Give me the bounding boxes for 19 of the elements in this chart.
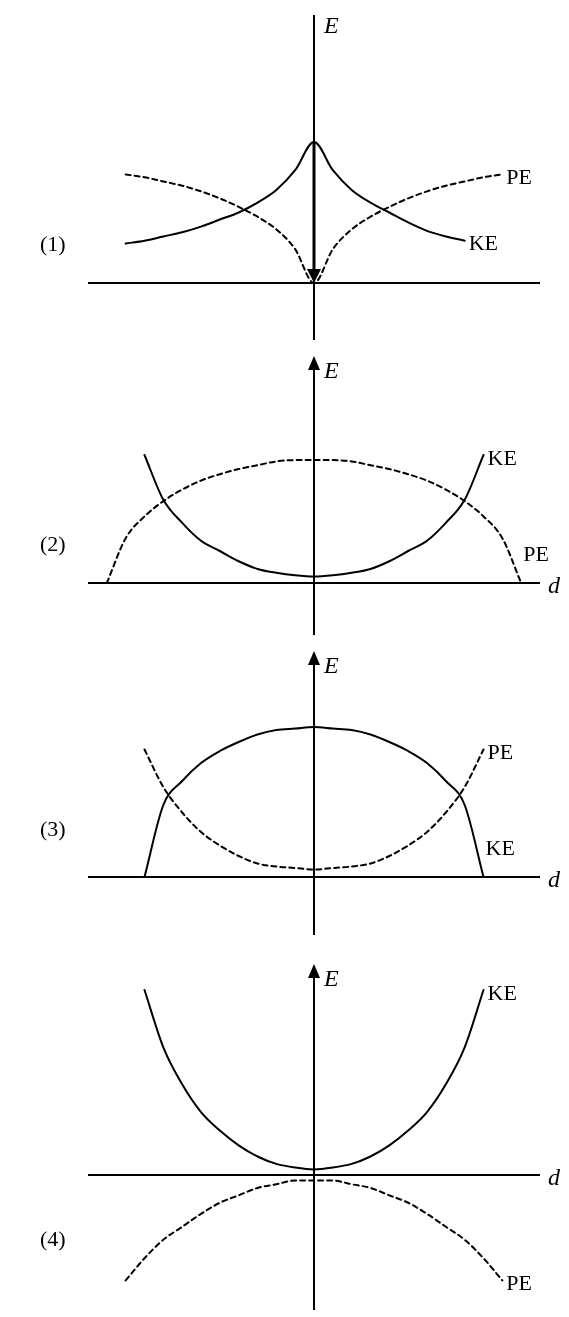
- series-label: PE: [506, 164, 533, 190]
- series-label: PE: [487, 739, 514, 765]
- y-axis-title: E: [323, 652, 339, 679]
- series-label: KE: [468, 230, 498, 256]
- x-axis-title: d: [548, 866, 561, 893]
- y-axis-title: E: [323, 357, 339, 384]
- x-axis-title: d: [548, 572, 561, 599]
- series-label: PE: [506, 1270, 533, 1296]
- text: (1): [40, 230, 66, 256]
- series-label: KE: [485, 834, 515, 860]
- series-label: KE: [487, 979, 517, 1005]
- text: (3): [40, 815, 66, 841]
- y-axis-title: E: [323, 965, 339, 992]
- text: (4): [40, 1225, 66, 1251]
- series-label: PE: [523, 540, 549, 566]
- x-axis-title: d: [548, 1164, 561, 1191]
- y-axis-title: E: [323, 12, 339, 39]
- text: (2): [40, 530, 66, 556]
- series-label: KE: [487, 444, 517, 470]
